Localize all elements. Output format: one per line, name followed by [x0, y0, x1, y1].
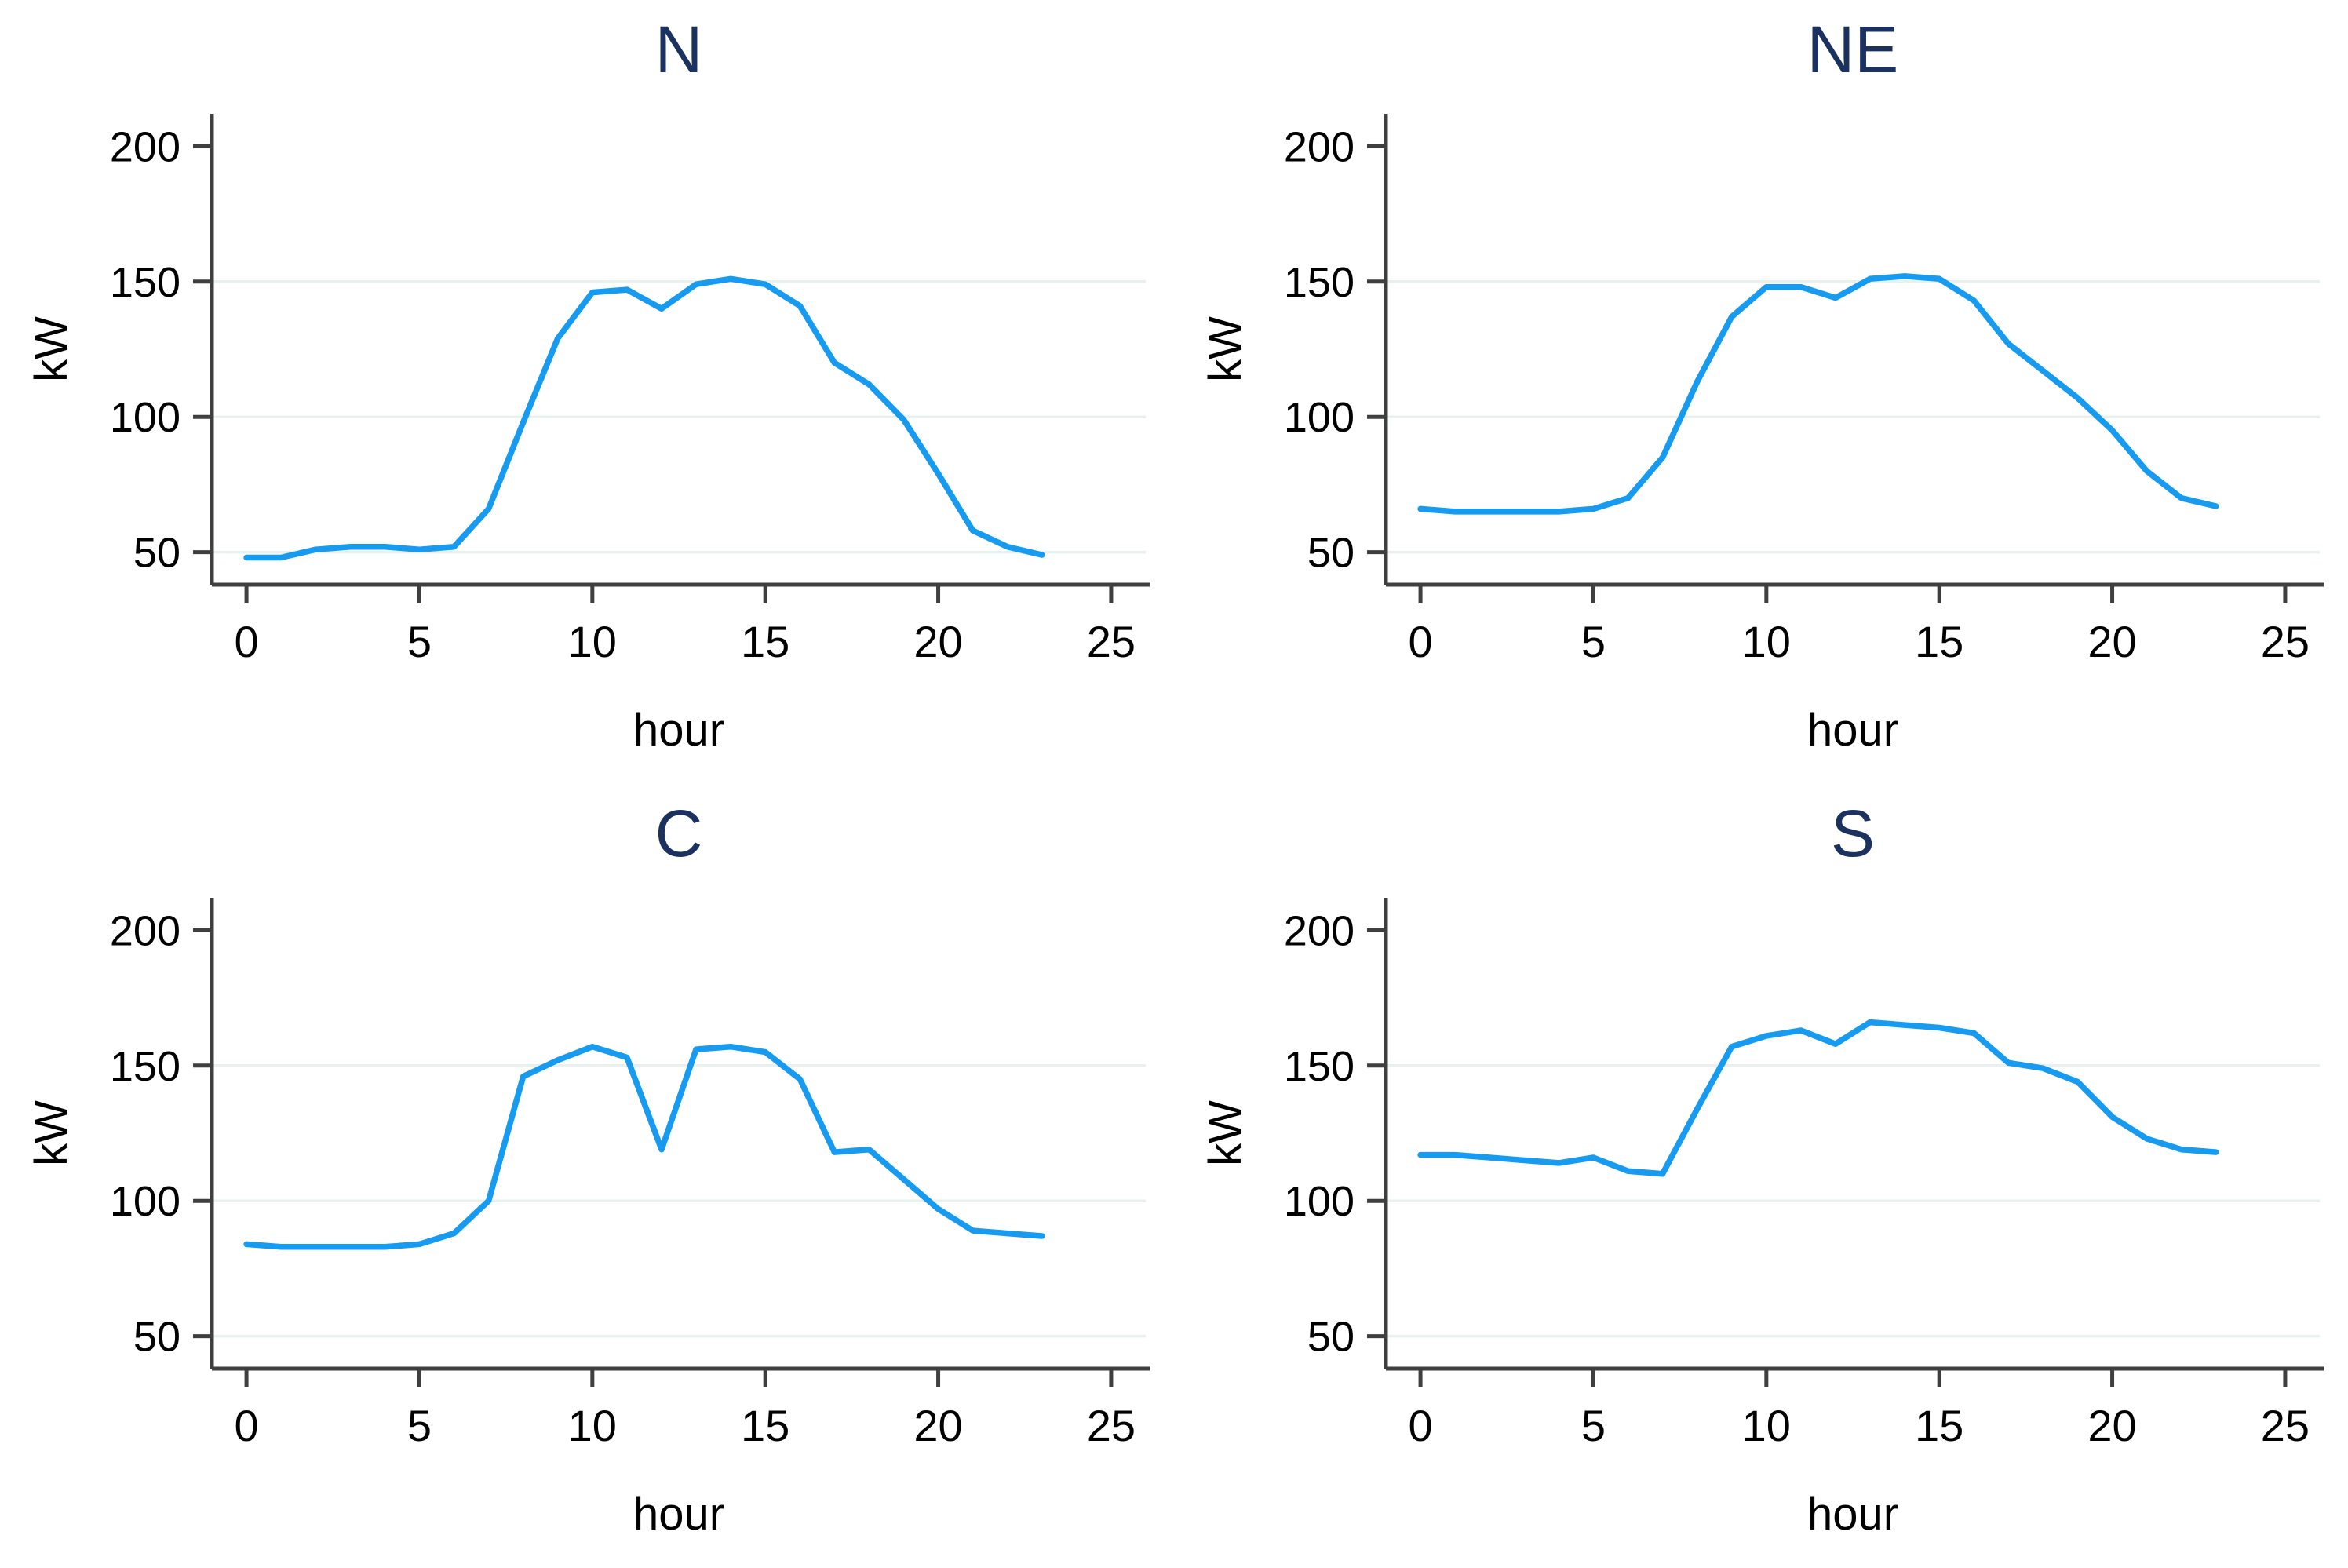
y-tick-label: 100: [110, 1178, 180, 1225]
x-tick-label: 10: [1742, 1401, 1791, 1450]
y-tick-label: 50: [133, 530, 180, 577]
x-tick-label: 20: [2087, 617, 2136, 666]
x-tick-label: 10: [568, 1401, 617, 1450]
x-tick-label: 15: [1915, 1401, 1963, 1450]
x-axis-title: hour: [1807, 1489, 1898, 1540]
y-tick-label: 50: [1307, 530, 1354, 577]
chart-canvas-ne: 50 100 150 200 0 5 10 15 20 25 NE kW hour: [1200, 13, 2324, 756]
series-line: [243, 1043, 1045, 1250]
x-tick-label: 25: [2261, 617, 2310, 666]
chart-canvas-n: 50 100 150 200 0 5 10 15 20 25 NkW hour: [26, 13, 1150, 756]
x-tick-label: 20: [913, 617, 962, 666]
x-tick-label: 25: [1087, 1401, 1136, 1450]
x-tick-label: 15: [1915, 617, 1963, 666]
series-line: [243, 275, 1045, 561]
x-tick-label: 5: [1581, 1401, 1606, 1450]
y-tick-label: 150: [110, 1043, 180, 1090]
y-axis-title: kW: [26, 316, 77, 382]
x-tick-label: 10: [1742, 617, 1791, 666]
x-tick-label: 25: [1087, 617, 1136, 666]
y-tick-label: 150: [1284, 1043, 1354, 1090]
y-tick-label: 200: [110, 907, 180, 954]
y-tick-label: 200: [110, 123, 180, 170]
y-tick-label: 150: [1284, 259, 1354, 306]
x-axis-title: hour: [633, 1489, 724, 1540]
series-line: [1417, 1019, 2219, 1177]
y-tick-label: 50: [133, 1314, 180, 1361]
panel-title: NE: [1807, 13, 1899, 86]
x-tick-label: 0: [1408, 1401, 1432, 1450]
x-tick-label: 5: [407, 617, 432, 666]
y-tick-label: 100: [1284, 394, 1354, 441]
y-tick-label: 100: [1284, 1178, 1354, 1225]
panel-title: N: [655, 13, 703, 86]
y-tick-label: 100: [110, 394, 180, 441]
x-axis-title: hour: [633, 705, 724, 756]
y-tick-label: 200: [1284, 907, 1354, 954]
y-axis-title: kW: [1200, 1100, 1251, 1166]
y-axis-title: kW: [1200, 316, 1251, 382]
x-tick-label: 15: [741, 617, 789, 666]
chart-canvas-s: 50 100 150 200 0 5 10 15 20 25 SkW hour: [1200, 797, 2324, 1540]
chart-panel-ne: 50 100 150 200 0 5 10 15 20 25 NE kW hour: [1174, 0, 2348, 784]
x-tick-label: 0: [234, 617, 258, 666]
x-tick-label: 0: [234, 1401, 258, 1450]
x-tick-label: 25: [2261, 1401, 2310, 1450]
x-tick-label: 15: [741, 1401, 789, 1450]
y-tick-label: 200: [1284, 123, 1354, 170]
x-tick-label: 0: [1408, 617, 1432, 666]
series-line: [1417, 273, 2219, 515]
x-tick-label: 5: [1581, 617, 1606, 666]
y-tick-label: 150: [110, 259, 180, 306]
x-tick-label: 20: [2087, 1401, 2136, 1450]
panel-title: S: [1831, 797, 1875, 870]
panel-title: C: [655, 797, 703, 870]
x-tick-label: 10: [568, 617, 617, 666]
x-axis-title: hour: [1807, 705, 1898, 756]
chart-canvas-c: 50 100 150 200 0 5 10 15 20 25 CkW hour: [26, 797, 1150, 1540]
x-tick-label: 5: [407, 1401, 432, 1450]
y-axis-title: kW: [26, 1100, 77, 1166]
y-tick-label: 50: [1307, 1314, 1354, 1361]
x-tick-label: 20: [913, 1401, 962, 1450]
